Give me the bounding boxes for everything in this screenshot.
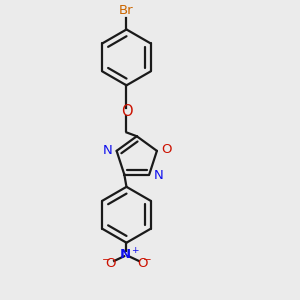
Text: −: − [102,255,110,265]
Text: O: O [161,143,172,156]
Text: N: N [120,248,131,261]
Text: N: N [153,169,163,182]
Text: +: + [131,246,139,255]
Text: O: O [121,104,132,119]
Text: N: N [103,144,112,157]
Text: O: O [137,257,148,270]
Text: O: O [105,257,116,270]
Text: −: − [142,255,151,265]
Text: Br: Br [119,4,134,17]
